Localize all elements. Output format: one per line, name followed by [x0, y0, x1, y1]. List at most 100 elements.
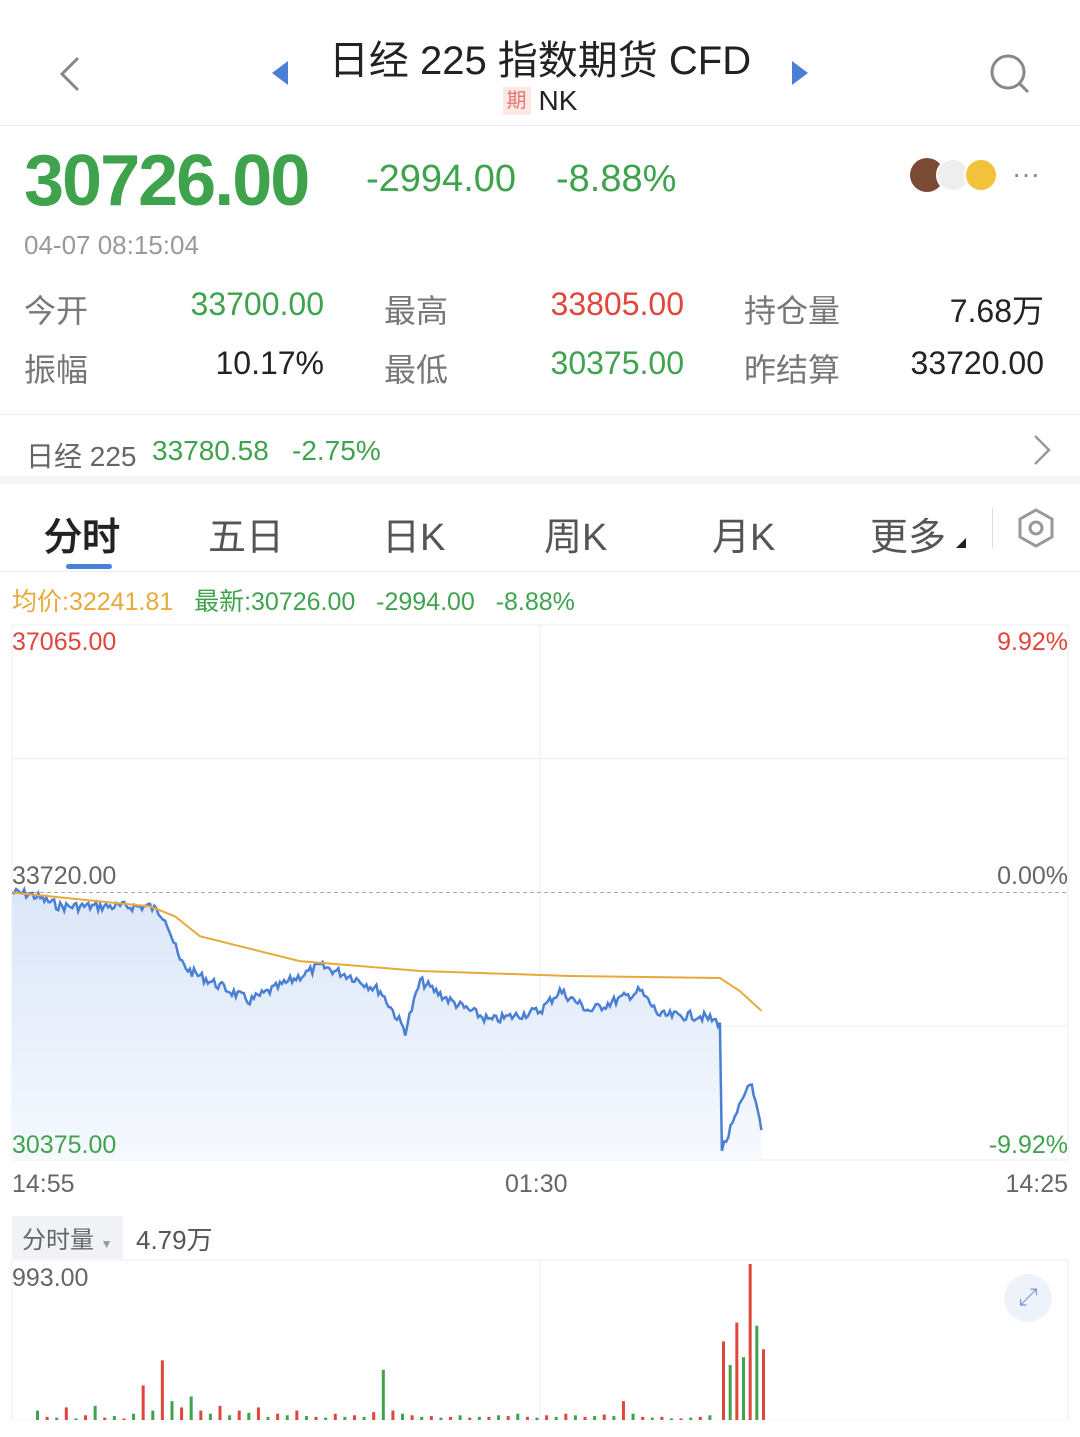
- search-icon[interactable]: [988, 52, 1032, 96]
- volume-bar: [362, 1416, 366, 1420]
- index-pct: -2.75%: [292, 435, 381, 466]
- volume-bar: [612, 1416, 616, 1420]
- next-arrow-icon[interactable]: [790, 60, 810, 86]
- volume-bar: [295, 1410, 299, 1420]
- tab-4[interactable]: 月K: [712, 517, 776, 559]
- volume-bar: [748, 1264, 752, 1420]
- futures-badge: 期: [502, 87, 531, 115]
- volume-bar: [112, 1416, 116, 1420]
- prev-arrow-icon[interactable]: [270, 60, 290, 86]
- x-label-mid: 01:30: [505, 1170, 568, 1198]
- volume-bar: [554, 1416, 558, 1420]
- volume-bar: [410, 1415, 414, 1420]
- volume-bar: [525, 1416, 529, 1420]
- x-label-start: 14:55: [12, 1170, 75, 1198]
- volume-bar: [151, 1410, 155, 1420]
- volume-bar: [103, 1417, 107, 1420]
- volume-bar: [689, 1417, 693, 1420]
- volume-bar: [477, 1416, 481, 1420]
- stat-value: 7.68万: [949, 293, 1044, 329]
- volume-bar: [304, 1416, 308, 1420]
- divider: [992, 508, 993, 548]
- tab-5[interactable]: 更多: [870, 517, 947, 559]
- volume-bar: [189, 1396, 193, 1420]
- pct-label-top: 9.92%: [997, 628, 1068, 656]
- volume-bar: [722, 1341, 725, 1420]
- volume-bar: [573, 1415, 577, 1420]
- volume-selector[interactable]: 分时量 ▼: [12, 1216, 123, 1259]
- volume-bar: [458, 1415, 462, 1420]
- volume-bar: [180, 1407, 184, 1420]
- volume-bar: [160, 1360, 164, 1420]
- tab-1[interactable]: 五日: [208, 517, 285, 559]
- chevron-right-icon: [1034, 435, 1051, 465]
- volume-bar: [45, 1416, 49, 1420]
- expand-icon[interactable]: ⤢: [1004, 1274, 1052, 1322]
- active-tab-indicator: [66, 564, 112, 569]
- legend-change: -2994.00: [376, 588, 475, 616]
- volume-bar: [679, 1418, 683, 1420]
- pct-label-mid: 0.00%: [997, 862, 1068, 890]
- volume-bar: [660, 1416, 664, 1420]
- stat-label: 今开: [24, 293, 89, 329]
- volume-bar: [602, 1414, 606, 1420]
- volume-bar: [545, 1415, 549, 1420]
- chart-legend: 均价:32241.81 最新:30726.00 -2994.00 -8.88%: [12, 582, 575, 618]
- stat-value: 33720.00: [910, 345, 1044, 381]
- volume-bar: [728, 1365, 732, 1420]
- avg-price: 均价:32241.81: [12, 588, 174, 616]
- volume-bar: [64, 1407, 68, 1420]
- volume-bar: [74, 1418, 78, 1420]
- pct-label-bottom: -9.92%: [988, 1131, 1068, 1159]
- volume-bar: [621, 1401, 625, 1420]
- tab-3[interactable]: 周K: [544, 517, 608, 559]
- volume-selector-label: 分时量: [22, 1227, 94, 1254]
- volume-bar: [352, 1415, 356, 1420]
- volume-bar: [256, 1407, 260, 1420]
- volume-bar: [468, 1417, 472, 1420]
- y-label-top: 37065.00: [12, 628, 117, 656]
- volume-bar: [218, 1405, 222, 1420]
- volume-bar: [487, 1416, 491, 1420]
- index-row[interactable]: 日经 225 33780.58 -2.75%: [0, 414, 1080, 484]
- latest-price: 最新:30726.00: [194, 588, 356, 616]
- volume-bar: [343, 1416, 347, 1420]
- volume-max-label: 993.00: [12, 1264, 89, 1292]
- volume-bar: [381, 1369, 385, 1420]
- volume-bar: [391, 1410, 395, 1420]
- volume-bar: [708, 1415, 712, 1420]
- volume-bar: [497, 1415, 501, 1420]
- volume-bar: [641, 1416, 645, 1420]
- volume-bar: [535, 1417, 539, 1420]
- price-area: [12, 889, 762, 1160]
- volume-bar: [276, 1413, 280, 1420]
- more-icon[interactable]: ···: [1012, 158, 1040, 189]
- y-label-mid: 33720.00: [12, 862, 117, 890]
- volume-bar: [583, 1416, 587, 1420]
- avatar: [964, 158, 998, 192]
- volume-bar: [429, 1416, 433, 1420]
- tab-2[interactable]: 日K: [382, 517, 446, 559]
- back-icon[interactable]: [56, 54, 84, 94]
- volume-bar: [141, 1385, 145, 1420]
- volume-bar: [208, 1413, 212, 1420]
- volume-bar: [516, 1413, 520, 1420]
- volume-bar: [132, 1413, 136, 1420]
- legend-pct: -8.88%: [495, 588, 575, 616]
- stat-value: 33805.00: [550, 286, 684, 322]
- more-caret-icon: [956, 538, 966, 548]
- volume-bar: [333, 1413, 337, 1420]
- volume-bar: [762, 1349, 765, 1420]
- volume-total: 4.79万: [136, 1225, 213, 1255]
- settings-icon[interactable]: [1016, 508, 1056, 548]
- volume-bar: [755, 1325, 759, 1420]
- volume-bar: [669, 1418, 673, 1420]
- volume-bar: [420, 1416, 424, 1420]
- watchers-avatars[interactable]: [910, 158, 1000, 194]
- page-title: 日经 225 指数期货 CFD: [328, 39, 752, 83]
- volume-bar: [372, 1412, 376, 1420]
- volume-bar: [314, 1416, 318, 1420]
- volume-bar: [650, 1417, 654, 1420]
- tab-0[interactable]: 分时: [44, 517, 121, 559]
- intraday-chart[interactable]: [0, 620, 1080, 1420]
